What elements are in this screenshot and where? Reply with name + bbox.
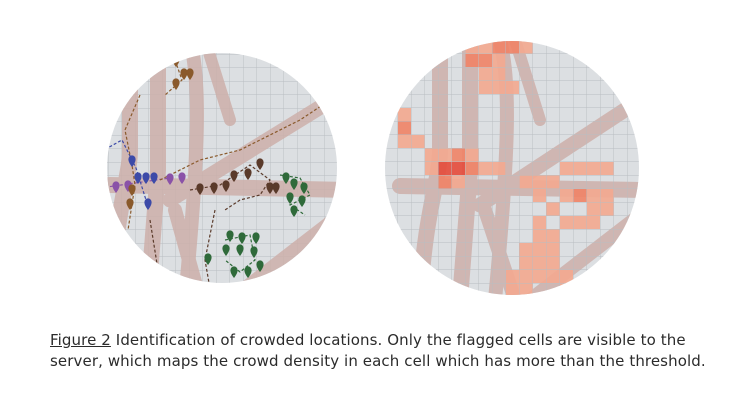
user-trajectory-map — [107, 53, 337, 283]
crowd-density-heatmap — [385, 41, 639, 295]
heat-cell — [559, 283, 573, 295]
caption-text: Identification of crowded locations. Onl… — [50, 331, 706, 370]
figure-label: Figure 2 — [50, 331, 111, 349]
figure-caption: Figure 2 Identification of crowded locat… — [50, 330, 710, 372]
figure-2 — [107, 41, 639, 295]
